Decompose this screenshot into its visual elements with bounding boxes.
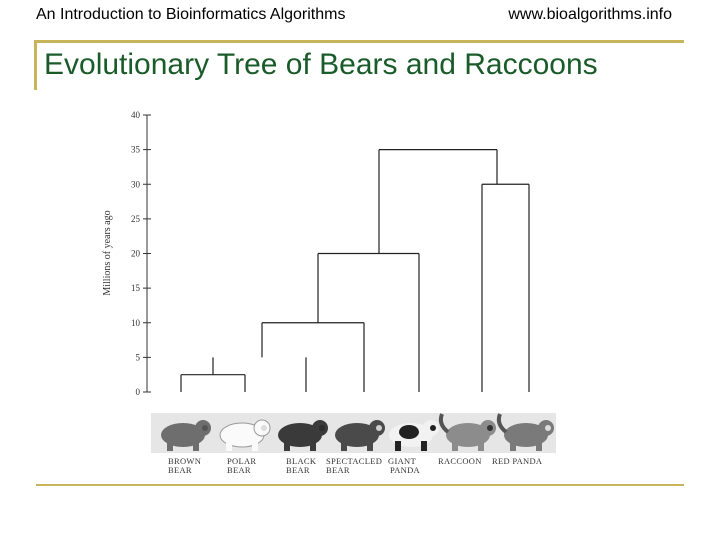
title-rule-left — [34, 40, 37, 90]
animal-illustrations — [151, 413, 556, 453]
black-bear-illustration — [278, 420, 328, 451]
y-axis: 40 35 30 25 20 15 10 5 0 Millions of years ago — [102, 110, 151, 397]
tree-branches — [180, 149, 530, 392]
polar-bear-illustration — [219, 419, 271, 451]
y-tick-label: 15 — [131, 283, 141, 293]
species-label: BEAR — [326, 465, 350, 475]
y-tick-label: 20 — [131, 249, 141, 259]
slide-title: Evolutionary Tree of Bears and Raccoons — [44, 48, 598, 81]
species-label: BLACK — [286, 456, 317, 466]
species-label: RACCOON — [438, 456, 482, 466]
species-label: BEAR — [168, 465, 192, 475]
header-website: www.bioalgorithms.info — [508, 6, 672, 23]
species-label: BROWN — [168, 456, 201, 466]
bottom-rule — [36, 484, 684, 486]
y-tick-label: 0 — [136, 387, 141, 397]
y-tick-label: 40 — [131, 110, 141, 120]
brown-bear-illustration — [161, 420, 211, 451]
y-tick-label: 35 — [131, 145, 141, 155]
red-panda-illustration — [496, 413, 554, 451]
species-label: PANDA — [390, 465, 421, 475]
raccoon-illustration — [438, 413, 496, 451]
giant-panda-illustration — [389, 420, 439, 451]
y-tick-label: 30 — [131, 179, 141, 189]
y-tick-label: 5 — [136, 352, 141, 362]
y-axis-label: Millions of years ago — [102, 210, 113, 295]
spectacled-bear-illustration — [335, 420, 385, 451]
species-label: BEAR — [227, 465, 251, 475]
species-label: GIANT — [388, 456, 416, 466]
title-rule-top — [34, 40, 684, 43]
species-label: BEAR — [286, 465, 310, 475]
species-label: RED PANDA — [492, 456, 543, 466]
species-label: SPECTACLED — [326, 456, 382, 466]
y-tick-label: 25 — [131, 214, 141, 224]
species-labels: BROWNBEARPOLARBEARBLACKBEARSPECTACLEDBEA… — [168, 456, 543, 475]
species-label: POLAR — [227, 456, 256, 466]
y-tick-label: 10 — [131, 318, 141, 328]
header-course-title: An Introduction to Bioinformatics Algori… — [36, 6, 346, 23]
